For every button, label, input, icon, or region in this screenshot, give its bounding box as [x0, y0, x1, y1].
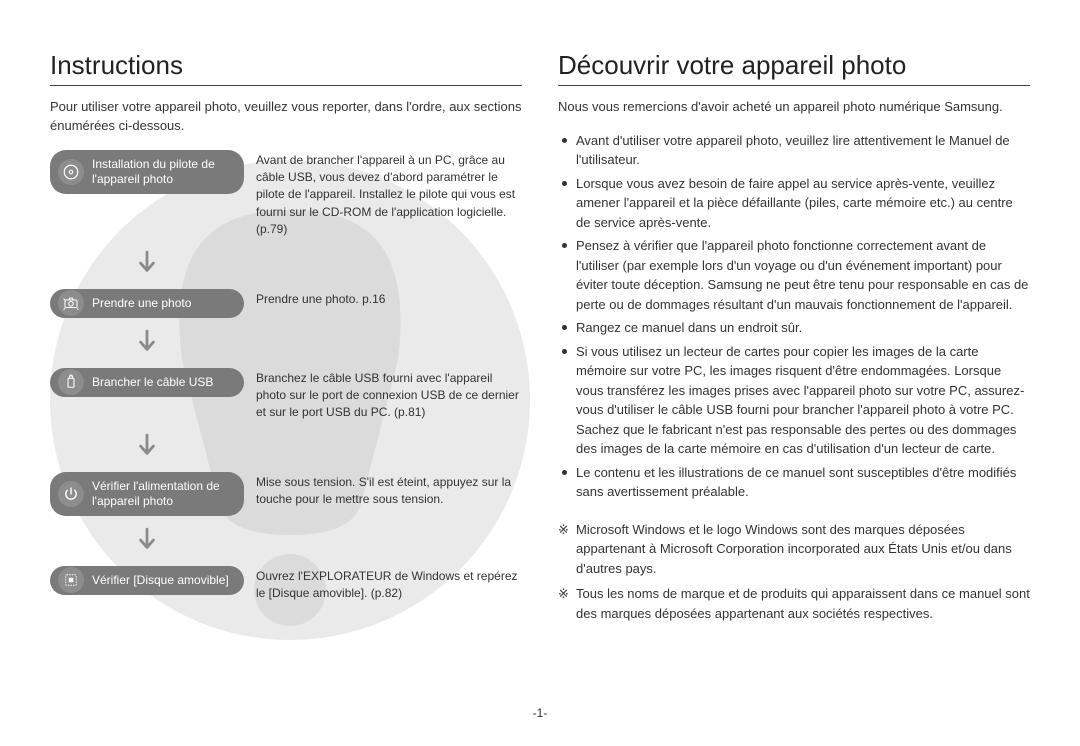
note-marker: ※ — [558, 584, 569, 604]
pill-install-driver: Installation du pilote de l'appareil pho… — [50, 150, 244, 194]
step-desc: Ouvrez l'EXPLORATEUR de Windows et repér… — [256, 566, 522, 603]
flow-steps: Installation du pilote de l'appareil pho… — [50, 150, 522, 603]
cd-icon — [58, 159, 84, 185]
step-desc: Mise sous tension. S'il est éteint, appu… — [256, 472, 522, 509]
trademark-notes: ※ Microsoft Windows et le logo Windows s… — [558, 520, 1030, 624]
pill-connect-usb: Brancher le câble USB — [50, 368, 244, 397]
pill-label: Vérifier l'alimentation de l'appareil ph… — [92, 479, 232, 509]
disk-icon — [58, 567, 84, 593]
instructions-heading: Instructions — [50, 50, 522, 86]
camera-icon — [58, 290, 84, 316]
note-text: Microsoft Windows et le logo Windows son… — [576, 522, 1012, 576]
step-desc: Avant de brancher l'appareil à un PC, gr… — [256, 150, 522, 239]
pill-label: Installation du pilote de l'appareil pho… — [92, 157, 232, 187]
note-item: ※ Microsoft Windows et le logo Windows s… — [558, 520, 1030, 579]
arrow-down-icon — [50, 430, 244, 464]
instructions-intro: Pour utiliser votre appareil photo, veui… — [50, 98, 522, 136]
step-row-check-power: Vérifier l'alimentation de l'appareil ph… — [50, 472, 522, 516]
note-marker: ※ — [558, 520, 569, 540]
discover-intro: Nous vous remercions d'avoir acheté un a… — [558, 98, 1030, 117]
pill-label: Vérifier [Disque amovible] — [92, 573, 229, 588]
left-column: Instructions Pour utiliser votre apparei… — [50, 50, 522, 629]
bullet-item: Avant d'utiliser votre appareil photo, v… — [558, 131, 1030, 170]
step-row-install-driver: Installation du pilote de l'appareil pho… — [50, 150, 522, 239]
arrow-down-icon — [50, 326, 244, 360]
right-column: Découvrir votre appareil photo Nous vous… — [558, 50, 1030, 629]
discover-bullets: Avant d'utiliser votre appareil photo, v… — [558, 131, 1030, 502]
pill-take-photo: Prendre une photo — [50, 289, 244, 318]
note-item: ※ Tous les noms de marque et de produits… — [558, 584, 1030, 623]
bullet-item: Le contenu et les illustrations de ce ma… — [558, 463, 1030, 502]
pill-label: Brancher le câble USB — [92, 375, 213, 390]
step-row-connect-usb: Brancher le câble USB Branchez le câble … — [50, 368, 522, 422]
note-text: Tous les noms de marque et de produits q… — [576, 586, 1030, 621]
arrow-down-icon — [50, 524, 244, 558]
discover-heading: Découvrir votre appareil photo — [558, 50, 1030, 86]
usb-icon — [58, 369, 84, 395]
bullet-item: Rangez ce manuel dans un endroit sûr. — [558, 318, 1030, 338]
pill-label: Prendre une photo — [92, 296, 191, 311]
power-icon — [58, 481, 84, 507]
step-row-check-disk: Vérifier [Disque amovible] Ouvrez l'EXPL… — [50, 566, 522, 603]
bullet-item: Si vous utilisez un lecteur de cartes po… — [558, 342, 1030, 459]
page-number: -1- — [533, 706, 548, 720]
step-row-take-photo: Prendre une photo Prendre une photo. p.1… — [50, 289, 522, 318]
pill-check-disk: Vérifier [Disque amovible] — [50, 566, 244, 595]
bullet-item: Pensez à vérifier que l'appareil photo f… — [558, 236, 1030, 314]
pill-check-power: Vérifier l'alimentation de l'appareil ph… — [50, 472, 244, 516]
bullet-item: Lorsque vous avez besoin de faire appel … — [558, 174, 1030, 233]
step-desc: Branchez le câble USB fourni avec l'appa… — [256, 368, 522, 422]
arrow-down-icon — [50, 247, 244, 281]
step-desc: Prendre une photo. p.16 — [256, 289, 522, 308]
